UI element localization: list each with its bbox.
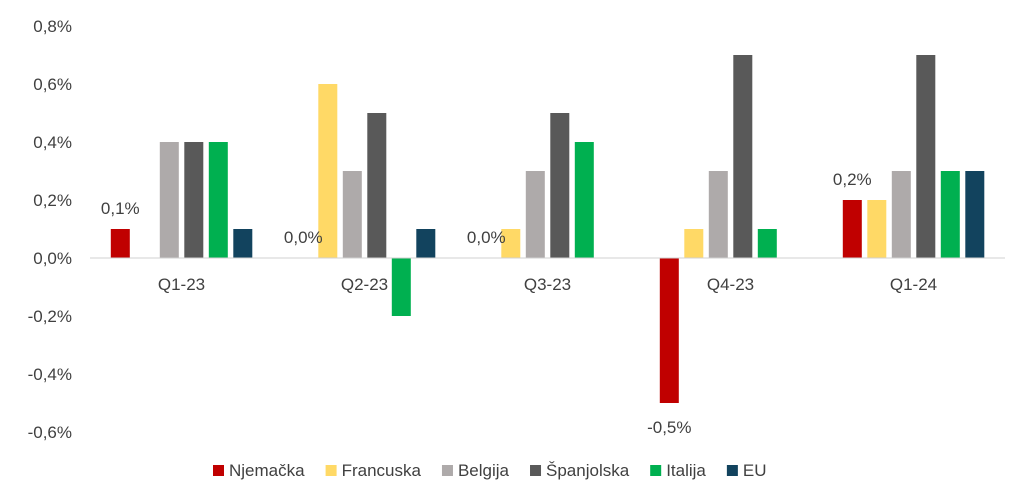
bar [367,113,387,258]
bar [391,258,411,316]
y-tick-label: 0,2% [33,191,72,210]
x-category-label: Q3-23 [524,275,571,294]
bar [318,84,338,258]
data-label: 0,0% [284,228,323,247]
y-axis: 0,8% 0,6% 0,4% 0,2% 0,0% -0,2% -0,4% -0,6% [28,17,72,442]
bar [842,200,862,258]
legend-swatch [441,465,453,476]
legend-label: EU [743,461,767,480]
legend-swatch [650,465,662,476]
bar [159,142,179,258]
data-label: -0,5% [647,418,691,437]
legend-label: Njemačka [229,461,305,480]
bar [916,55,936,258]
legend-label: Španjolska [546,461,630,480]
x-category-label: Q1-24 [890,275,937,294]
bar [684,229,704,258]
x-category-label: Q4-23 [707,275,754,294]
data-label: 0,1% [101,199,140,218]
bar [733,55,753,258]
bar [550,113,570,258]
bar [757,229,777,258]
bar [574,142,594,258]
bar [708,171,728,258]
y-tick-label: -0,2% [28,307,72,326]
bar [501,229,521,258]
y-tick-label: 0,8% [33,17,72,36]
bar [891,171,911,258]
y-tick-label: 0,6% [33,75,72,94]
bar [184,142,204,258]
legend-swatch [213,465,224,476]
bar [940,171,960,258]
y-tick-label: -0,6% [28,423,72,442]
bar [208,142,228,258]
bars [110,55,985,403]
y-tick-label: 0,4% [33,133,72,152]
x-category-label: Q2-23 [341,275,388,294]
bar [867,200,887,258]
data-labels: 0,1% 0,0% 0,0% -0,5% 0,2% [101,170,872,437]
bar [233,229,253,258]
legend-label: Francuska [342,461,422,480]
bar [525,171,545,258]
data-label: 0,2% [833,170,872,189]
x-axis: Q1-23 Q2-23 Q3-23 Q4-23 Q1-24 [158,275,937,294]
bar [659,258,679,403]
legend: Njemačka Francuska Belgija Španjolska Italij… [213,461,767,480]
legend-label: Italija [666,461,706,480]
data-label: 0,0% [467,228,506,247]
bar [965,171,985,258]
x-category-label: Q1-23 [158,275,205,294]
bar [416,229,436,258]
legend-label: Belgija [458,461,510,480]
legend-swatch [325,465,337,476]
legend-swatch [530,465,542,476]
bar [110,229,130,258]
y-tick-label: -0,4% [28,365,72,384]
y-tick-label: 0,0% [33,249,72,268]
bar [342,171,362,258]
legend-swatch [726,465,738,476]
